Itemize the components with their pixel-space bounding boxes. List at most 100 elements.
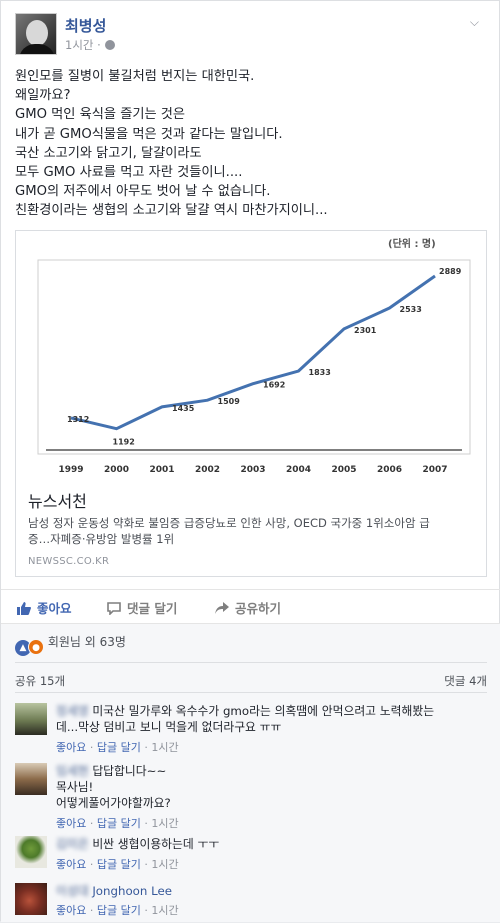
- comment-reply-link[interactable]: 답글 달기: [96, 817, 141, 830]
- post-options-chevron-icon[interactable]: ⌵: [469, 15, 479, 29]
- shares-count[interactable]: 공유 15개: [15, 674, 66, 688]
- post-time[interactable]: 1시간: [65, 38, 94, 52]
- link-description: 남성 정자 운동성 약화로 불임증 급증당뇨로 인한 사망, OECD 국가중 …: [28, 515, 478, 547]
- post-line: 친환경이라는 생협의 소고기와 달걀 역시 마찬가지이니...: [15, 203, 328, 219]
- post-line: GMO의 저주에서 아무도 벗어 날 수 없습니다.: [15, 184, 271, 200]
- comment-button[interactable]: 댓글 달기: [107, 598, 500, 617]
- author-avatar[interactable]: [15, 13, 57, 55]
- globe-icon: [104, 40, 115, 50]
- commenter-name[interactable]: 이성대: [56, 884, 89, 898]
- divider: [15, 662, 487, 663]
- comments-count[interactable]: 댓글 4개: [444, 674, 487, 688]
- link-source: NEWSSC.CO.KR: [28, 556, 110, 567]
- comment-like-link[interactable]: 좋아요: [56, 904, 87, 917]
- comment-reply-link[interactable]: 답글 달기: [96, 741, 141, 754]
- comment-text: 비싼 생협이용하는데 ㅜㅜ: [92, 837, 220, 851]
- angry-reaction-icon: ●: [28, 639, 44, 655]
- comment-actions: 좋아요 · 답글 달기 · 1시간: [56, 858, 179, 871]
- post-line: GMO 먹인 육식을 즐기는 것은: [15, 107, 186, 123]
- x-tick-label: 2002: [195, 465, 220, 475]
- reactions-summary[interactable]: ▲ ● 회원님 외 63명: [15, 633, 126, 656]
- divider: [15, 692, 487, 693]
- line-chart: (단위 : 명) 1312 1192 1435 1509 1692 1833 2301 253…: [37, 237, 471, 475]
- post-line: 왜일까요?: [15, 88, 71, 104]
- commenter-name[interactable]: 김미은: [56, 837, 89, 851]
- comment-body: 이성대 Jonghoon Lee: [56, 883, 486, 899]
- comment-body: 김미은 비싼 생협이용하는데 ㅜㅜ: [56, 836, 486, 852]
- data-label: 1509: [218, 397, 241, 406]
- avatar-face: [26, 20, 48, 46]
- like-reaction-icon: ▲: [15, 640, 31, 656]
- x-tick-label: 2007: [422, 465, 447, 475]
- comment-body: 정세영 미국산 밀가루와 옥수수가 gmo라는 의혹땜에 안먹으려고 노력해봤는…: [56, 703, 486, 735]
- data-label: 1312: [67, 415, 89, 424]
- comment-item: 임세현 답답합니다~~ 목사님! 어떻게풀어가야할까요? 좋아요 · 답글 달기…: [15, 763, 487, 833]
- commenter-avatar[interactable]: [15, 836, 47, 868]
- feedback-section: ▲ ● 회원님 외 63명 공유 15개 댓글 4개 정세영 미국산 밀가루와 옥…: [1, 623, 500, 922]
- commenter-name[interactable]: 임세현: [56, 764, 89, 778]
- post-meta: 1시간 ·: [65, 37, 115, 53]
- x-tick-label: 2004: [286, 465, 311, 475]
- data-label: 2533: [400, 305, 422, 314]
- share-button[interactable]: 공유하기: [215, 598, 281, 617]
- avatar-shoulders: [19, 44, 55, 54]
- comment-like-link[interactable]: 좋아요: [56, 858, 87, 871]
- commenter-avatar[interactable]: [15, 703, 47, 735]
- data-label: 1192: [113, 438, 135, 447]
- comment-like-link[interactable]: 좋아요: [56, 741, 87, 754]
- share-label: 공유하기: [235, 601, 282, 616]
- data-label: 1833: [309, 368, 331, 377]
- commenter-avatar[interactable]: [15, 883, 47, 915]
- link-description-line: 증…자폐증·유방암 발병률 1위: [28, 532, 175, 546]
- data-label: 1435: [172, 404, 195, 413]
- action-bar: 좋아요 댓글 달기 공유하기: [1, 589, 500, 623]
- commenter-name[interactable]: 정세영: [56, 704, 89, 718]
- comment-text: 어떻게풀어가야할까요?: [56, 796, 171, 810]
- x-tick-label: 2000: [104, 465, 129, 475]
- comment-time[interactable]: 1시간: [151, 904, 179, 917]
- link-chart-image: (단위 : 명) 1312 1192 1435 1509 1692 1833 2301 253…: [16, 231, 486, 481]
- comment-like-link[interactable]: 좋아요: [56, 817, 87, 830]
- x-tick-label: 2005: [331, 465, 356, 475]
- link-title[interactable]: 뉴스서천: [28, 492, 87, 511]
- data-label: 1692: [263, 381, 285, 390]
- comment-item: 김미은 비싼 생협이용하는데 ㅜㅜ 좋아요 · 답글 달기 · 1시간: [15, 836, 487, 880]
- author-name[interactable]: 최병성: [65, 17, 107, 35]
- comment-item: 이성대 Jonghoon Lee 좋아요 · 답글 달기 · 1시간: [15, 883, 487, 923]
- comment-icon: [107, 602, 121, 615]
- comment-reply-link[interactable]: 답글 달기: [96, 904, 141, 917]
- x-tick-label: 2006: [377, 465, 402, 475]
- tagged-user-link[interactable]: Jonghoon Lee: [92, 884, 172, 898]
- comment-time[interactable]: 1시간: [151, 817, 179, 830]
- like-button[interactable]: 좋아요: [17, 598, 72, 617]
- comment-time[interactable]: 1시간: [151, 858, 179, 871]
- series-line: [70, 274, 436, 431]
- comment-reply-link[interactable]: 답글 달기: [96, 858, 141, 871]
- comment-time[interactable]: 1시간: [151, 741, 179, 754]
- comment-text: 답답합니다~~: [92, 764, 167, 778]
- post-text: 원인모를 질병이 불길처럼 번지는 대한민국. 왜일까요? GMO 먹인 육식을…: [15, 67, 485, 221]
- link-preview[interactable]: (단위 : 명) 1312 1192 1435 1509 1692 1833 2301 253…: [15, 230, 487, 577]
- data-label: 2889: [439, 267, 462, 276]
- post-line: 원인모를 질병이 불길처럼 번지는 대한민국.: [15, 69, 255, 84]
- x-tick-label: 1999: [58, 465, 83, 475]
- comment-text: 데...막상 덤비고 보니 먹을게 없더라구요 ㅠㅠ: [56, 720, 282, 734]
- x-tick-label: 2001: [149, 465, 174, 475]
- chart-frame: [37, 259, 471, 455]
- comment-text: 미국산 밀가루와 옥수수가 gmo라는 의혹땜에 안먹으려고 노력해봤는: [92, 704, 435, 718]
- chart-unit-label: (단위 : 명): [388, 237, 436, 250]
- reactions-text: 회원님 외 63명: [47, 635, 126, 649]
- post-line: 내가 곧 GMO식물을 먹은 것과 같다는 말입니다.: [15, 126, 283, 142]
- post-line: 모두 GMO 사료를 먹고 자란 것들이니....: [15, 165, 243, 181]
- link-description-line: 남성 정자 운동성 약화로 불임증 급증당뇨로 인한 사망, OECD 국가중 …: [28, 516, 430, 530]
- thumbs-up-icon: [17, 602, 31, 615]
- commenter-avatar[interactable]: [15, 763, 47, 795]
- comment-label: 댓글 달기: [127, 601, 178, 616]
- comment-actions: 좋아요 · 답글 달기 · 1시간: [56, 817, 179, 830]
- post-line: 국산 소고기와 닭고기, 달걀이라도: [15, 145, 202, 161]
- comment-actions: 좋아요 · 답글 달기 · 1시간: [56, 741, 179, 754]
- data-label: 2301: [354, 326, 377, 335]
- comment-item: 정세영 미국산 밀가루와 옥수수가 gmo라는 의혹땜에 안먹으려고 노력해봤는…: [15, 703, 487, 761]
- x-tick-label: 2003: [240, 465, 265, 475]
